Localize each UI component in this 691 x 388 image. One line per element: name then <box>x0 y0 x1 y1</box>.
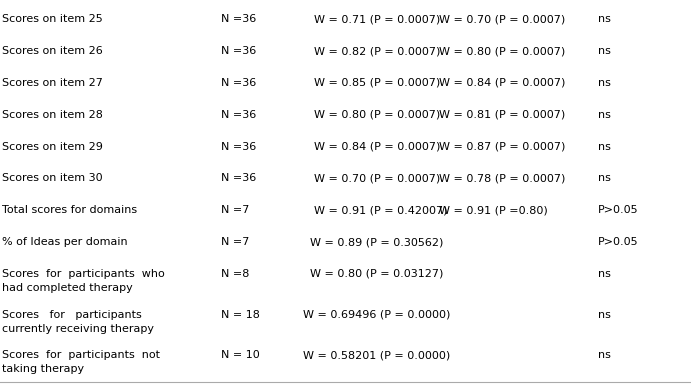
Text: P>0.05: P>0.05 <box>598 205 638 215</box>
Text: N = 10: N = 10 <box>221 350 260 360</box>
Text: W = 0.70 (P = 0.0007): W = 0.70 (P = 0.0007) <box>314 173 441 184</box>
Text: W = 0.69496 (P = 0.0000): W = 0.69496 (P = 0.0000) <box>303 310 451 320</box>
Text: ns: ns <box>598 46 611 56</box>
Text: N =36: N =36 <box>221 14 256 24</box>
Text: ns: ns <box>598 14 611 24</box>
Text: Scores on item 25: Scores on item 25 <box>2 14 103 24</box>
Text: N = 18: N = 18 <box>221 310 260 320</box>
Text: ns: ns <box>598 142 611 152</box>
Text: Scores  for  participants  who
had completed therapy: Scores for participants who had complete… <box>2 269 165 293</box>
Text: Total scores for domains: Total scores for domains <box>2 205 138 215</box>
Text: Scores on item 30: Scores on item 30 <box>2 173 103 184</box>
Text: W = 0.85 (P = 0.0007): W = 0.85 (P = 0.0007) <box>314 78 441 88</box>
Text: W = 0.71 (P = 0.0007): W = 0.71 (P = 0.0007) <box>314 14 441 24</box>
Text: Scores   for   participants
currently receiving therapy: Scores for participants currently receiv… <box>2 310 154 334</box>
Text: W = 0.84 (P = 0.0007): W = 0.84 (P = 0.0007) <box>314 142 441 152</box>
Text: W = 0.87 (P = 0.0007): W = 0.87 (P = 0.0007) <box>439 142 565 152</box>
Text: Scores on item 27: Scores on item 27 <box>2 78 103 88</box>
Text: W = 0.80 (P = 0.03127): W = 0.80 (P = 0.03127) <box>310 269 444 279</box>
Text: N =36: N =36 <box>221 173 256 184</box>
Text: W = 0.84 (P = 0.0007): W = 0.84 (P = 0.0007) <box>439 78 565 88</box>
Text: W = 0.81 (P = 0.0007): W = 0.81 (P = 0.0007) <box>439 110 565 120</box>
Text: N =7: N =7 <box>221 237 249 247</box>
Text: W = 0.89 (P = 0.30562): W = 0.89 (P = 0.30562) <box>310 237 444 247</box>
Text: W = 0.58201 (P = 0.0000): W = 0.58201 (P = 0.0000) <box>303 350 451 360</box>
Text: N =7: N =7 <box>221 205 249 215</box>
Text: W = 0.80 (P = 0.0007): W = 0.80 (P = 0.0007) <box>314 110 441 120</box>
Text: Scores on item 29: Scores on item 29 <box>2 142 103 152</box>
Text: ns: ns <box>598 173 611 184</box>
Text: W = 0.70 (P = 0.0007): W = 0.70 (P = 0.0007) <box>439 14 565 24</box>
Text: Scores  for  participants  not
taking therapy: Scores for participants not taking thera… <box>2 350 160 374</box>
Text: Scores on item 26: Scores on item 26 <box>2 46 103 56</box>
Text: ns: ns <box>598 78 611 88</box>
Text: N =36: N =36 <box>221 110 256 120</box>
Text: W = 0.78 (P = 0.0007): W = 0.78 (P = 0.0007) <box>439 173 565 184</box>
Text: W = 0.80 (P = 0.0007): W = 0.80 (P = 0.0007) <box>439 46 565 56</box>
Text: ns: ns <box>598 350 611 360</box>
Text: N =8: N =8 <box>221 269 249 279</box>
Text: N =36: N =36 <box>221 78 256 88</box>
Text: P>0.05: P>0.05 <box>598 237 638 247</box>
Text: ns: ns <box>598 269 611 279</box>
Text: Scores on item 28: Scores on item 28 <box>2 110 103 120</box>
Text: W = 0.82 (P = 0.0007): W = 0.82 (P = 0.0007) <box>314 46 441 56</box>
Text: W = 0.91 (P = 0.42007): W = 0.91 (P = 0.42007) <box>314 205 448 215</box>
Text: N =36: N =36 <box>221 142 256 152</box>
Text: ns: ns <box>598 310 611 320</box>
Text: W = 0.91 (P =0.80): W = 0.91 (P =0.80) <box>439 205 547 215</box>
Text: % of Ideas per domain: % of Ideas per domain <box>2 237 128 247</box>
Text: ns: ns <box>598 110 611 120</box>
Text: N =36: N =36 <box>221 46 256 56</box>
